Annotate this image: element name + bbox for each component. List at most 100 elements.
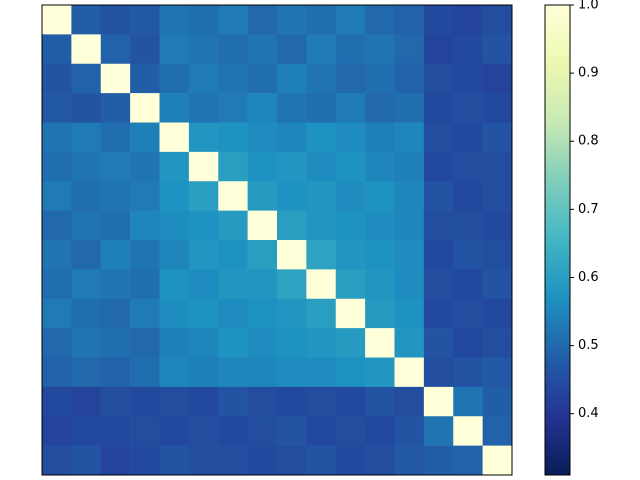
heatmap-cell (130, 298, 160, 329)
heatmap-cell (71, 416, 102, 446)
heatmap-cell (453, 298, 483, 329)
heatmap-cell (394, 386, 425, 417)
heatmap-cell (42, 122, 72, 153)
heatmap-cell (159, 240, 190, 270)
colorbar-tick-label: 0.8 (578, 134, 599, 149)
heatmap-cell (277, 34, 307, 65)
heatmap-cell (159, 328, 190, 358)
heatmap-cell (71, 34, 102, 65)
heatmap-cell (482, 210, 513, 241)
heatmap-cell (188, 416, 219, 446)
heatmap-cell (453, 63, 483, 94)
heatmap-cell (365, 416, 395, 446)
heatmap-cell (100, 122, 131, 153)
heatmap-cell (42, 416, 72, 446)
heatmap-cell (277, 210, 307, 241)
heatmap-cell (306, 240, 337, 270)
heatmap-cell (188, 328, 219, 358)
heatmap-cell (130, 386, 160, 417)
heatmap-cell (188, 298, 219, 329)
heatmap-cell (42, 328, 72, 358)
heatmap-cell (42, 181, 72, 211)
heatmap-cell (306, 210, 337, 241)
heatmap-cell (394, 269, 425, 300)
heatmap-cell (277, 445, 307, 476)
heatmap-cell (423, 93, 454, 123)
heatmap-cell (218, 328, 248, 358)
heatmap-cell (306, 269, 337, 300)
heatmap-cell (42, 298, 72, 329)
heatmap-cell (42, 151, 72, 182)
heatmap-cell (100, 269, 131, 300)
heatmap-cell (218, 386, 248, 417)
heatmap-cell (188, 34, 219, 65)
heatmap-cell (482, 34, 513, 65)
heatmap-cell (335, 93, 366, 123)
heatmap-cell (159, 151, 190, 182)
heatmap-cell (159, 386, 190, 417)
heatmap-cell (218, 34, 248, 65)
heatmap-cell (130, 5, 160, 35)
plot-frame (41, 4, 513, 476)
heatmap-cell (306, 122, 337, 153)
heatmap-cell (482, 151, 513, 182)
heatmap-cell (335, 151, 366, 182)
heatmap-cell (423, 357, 454, 388)
heatmap-cell (306, 63, 337, 94)
heatmap-cell (423, 181, 454, 211)
heatmap-cell (247, 386, 278, 417)
heatmap-cell (188, 93, 219, 123)
heatmap-cell (247, 445, 278, 476)
heatmap-cell (100, 63, 131, 94)
heatmap-cell (218, 269, 248, 300)
heatmap-cell (335, 240, 366, 270)
heatmap-cell (453, 416, 483, 446)
heatmap-cell (100, 151, 131, 182)
heatmap-cell (71, 210, 102, 241)
heatmap-cell (335, 357, 366, 388)
heatmap-cell (394, 5, 425, 35)
heatmap-cell (218, 210, 248, 241)
heatmap-cell (100, 357, 131, 388)
colorbar (544, 4, 571, 476)
heatmap-cell (247, 63, 278, 94)
heatmap-cell (365, 210, 395, 241)
heatmap-cell (306, 93, 337, 123)
heatmap-cell (100, 240, 131, 270)
heatmap-cell (394, 298, 425, 329)
heatmap-cell (247, 5, 278, 35)
heatmap-cell (335, 328, 366, 358)
heatmap-cell (365, 328, 395, 358)
heatmap-cell (71, 93, 102, 123)
heatmap-cell (130, 269, 160, 300)
heatmap-cell (42, 34, 72, 65)
heatmap-cell (247, 328, 278, 358)
heatmap-cell (365, 5, 395, 35)
heatmap-cell (394, 34, 425, 65)
heatmap-cell (71, 269, 102, 300)
colorbar-tick-label: 0.7 (578, 202, 599, 217)
heatmap-cell (42, 210, 72, 241)
heatmap-cell (394, 240, 425, 270)
heatmap-cell (482, 181, 513, 211)
heatmap-cell (482, 328, 513, 358)
heatmap-cell (71, 298, 102, 329)
heatmap-cell (482, 298, 513, 329)
heatmap-cell (335, 210, 366, 241)
heatmap-cell (365, 269, 395, 300)
heatmap-cell (335, 122, 366, 153)
heatmap-cell (218, 63, 248, 94)
heatmap-cell (188, 210, 219, 241)
heatmap-cell (218, 416, 248, 446)
heatmap-cell (277, 93, 307, 123)
heatmap-cell (423, 269, 454, 300)
heatmap-cell (365, 181, 395, 211)
heatmap-cell (453, 386, 483, 417)
colorbar-tick-label: 1.0 (578, 0, 599, 13)
heatmap-cell (335, 445, 366, 476)
heatmap-cell (188, 445, 219, 476)
heatmap-cell (218, 181, 248, 211)
heatmap-cell (394, 63, 425, 94)
heatmap-cell (130, 122, 160, 153)
heatmap-cell (482, 386, 513, 417)
